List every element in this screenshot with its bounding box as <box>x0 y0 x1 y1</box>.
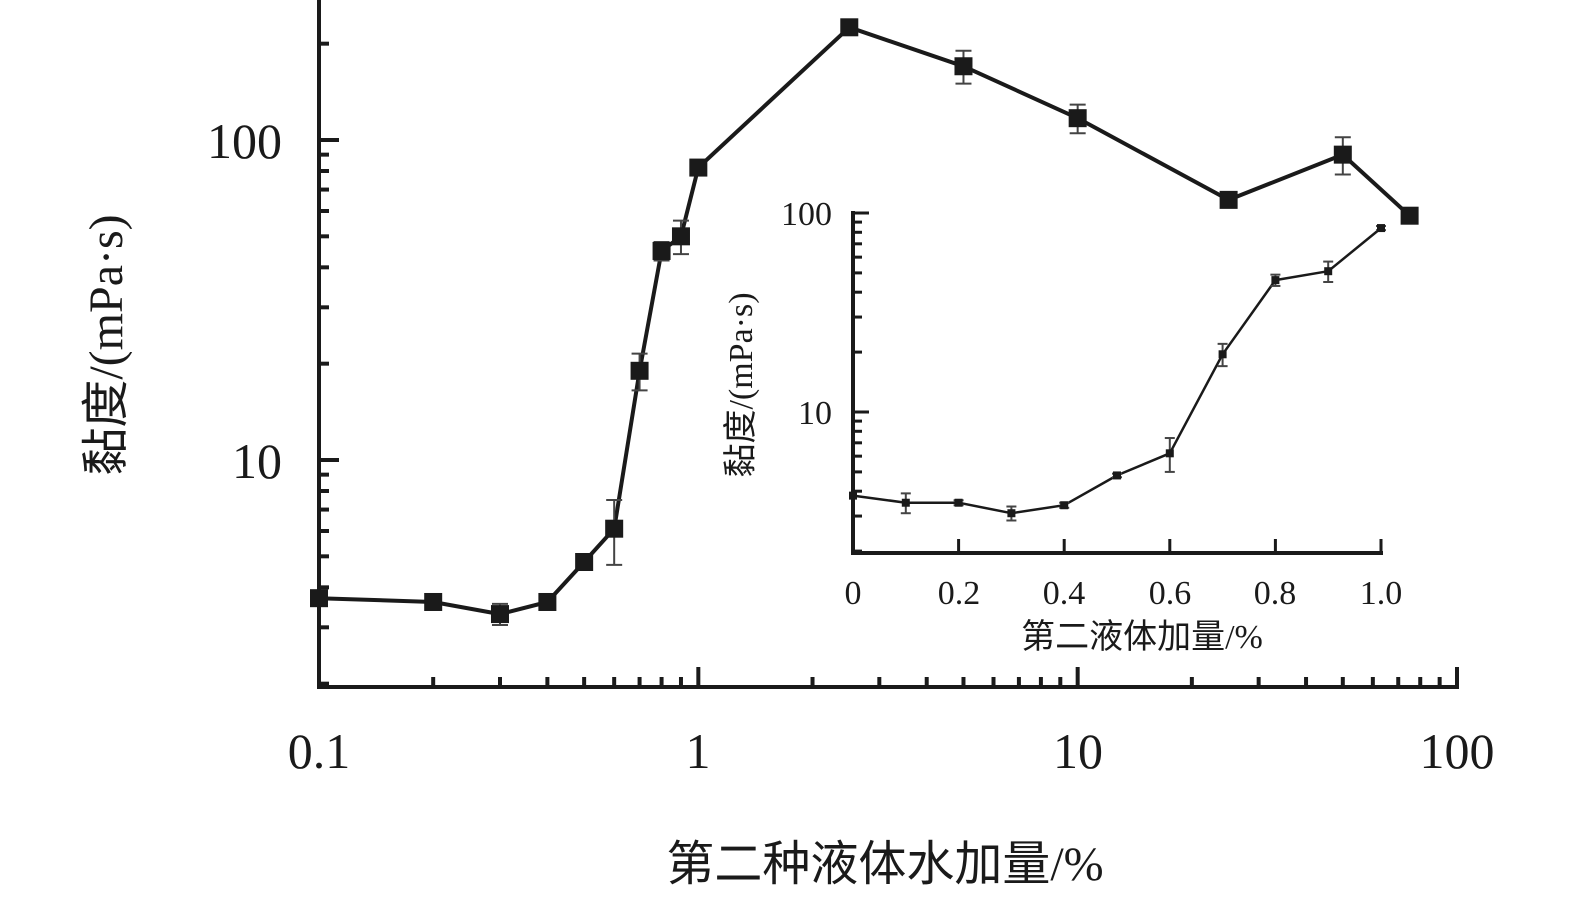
inset-series-line <box>852 227 1382 515</box>
inset-x-tick-label-5: 1.0 <box>1360 575 1403 612</box>
inset-x-axis-title: 第二液体加量/% <box>1021 618 1263 656</box>
inset-x-tick-label-0: 0 <box>845 575 862 612</box>
inset-data-point <box>954 498 963 507</box>
inset-x-tick-label-4: 0.8 <box>1254 575 1297 612</box>
main-x-tick-label-3: 100 <box>1420 723 1495 779</box>
inset-data-point <box>1165 449 1174 458</box>
inset-plot: 0 0.2 0.4 0.6 0.8 1.0 10 100 第二液体加量/% 黏度… <box>722 196 1402 656</box>
main-data-point <box>490 605 509 624</box>
inset-series <box>849 224 1386 522</box>
inset-data-point <box>1377 224 1385 233</box>
main-data-point <box>538 592 557 611</box>
main-data-point <box>954 57 973 76</box>
inset-data-point <box>849 491 857 500</box>
main-series <box>310 18 1419 627</box>
inset-data-point <box>901 498 910 507</box>
inset-y-ticks <box>853 211 869 553</box>
main-series-line <box>318 25 1411 617</box>
main-data-point <box>575 553 594 572</box>
main-data-point <box>1400 206 1419 225</box>
main-y-tick-label-10: 10 <box>232 433 282 489</box>
inset-data-point <box>1218 350 1227 359</box>
main-data-point <box>605 519 624 538</box>
inset-y-tick-label-10: 10 <box>798 395 832 432</box>
main-x-tick-label-1: 1 <box>686 723 711 779</box>
inset-data-point <box>1271 276 1280 285</box>
main-data-point <box>1333 145 1352 164</box>
main-data-point <box>310 589 328 608</box>
inset-x-tick-label-1: 0.2 <box>938 575 981 612</box>
main-x-tick-label-2: 10 <box>1053 723 1103 779</box>
inset-y-tick-label-100: 100 <box>781 196 832 233</box>
inset-x-tick-label-2: 0.4 <box>1043 575 1086 612</box>
inset-data-point <box>1007 509 1016 518</box>
main-x-ticks <box>317 667 1459 687</box>
inset-x-tick-label-3: 0.6 <box>1149 575 1192 612</box>
main-x-axis-title: 第二种液体水加量/% <box>666 838 1103 891</box>
main-data-point <box>840 18 859 37</box>
main-x-tick-label-0: 0.1 <box>288 723 351 779</box>
inset-data-point <box>1324 267 1333 276</box>
inset-x-ticks <box>851 539 1383 553</box>
inset-data-point <box>1113 471 1121 480</box>
main-y-ticks <box>319 41 339 686</box>
main-data-point <box>1068 109 1087 128</box>
main-data-point <box>1219 190 1238 209</box>
main-y-axis-title: 黏度/(mPa·s) <box>80 214 133 475</box>
main-data-point <box>671 227 690 246</box>
main-data-point <box>630 361 649 380</box>
inset-y-axis-title: 黏度/(mPa·s) <box>722 292 760 477</box>
main-data-point <box>652 241 671 260</box>
main-y-tick-label-100: 100 <box>207 113 282 169</box>
main-data-point <box>689 158 708 177</box>
inset-data-point <box>1060 501 1069 510</box>
main-data-point <box>424 592 443 611</box>
main-plot: 0.1 1 10 100 10 100 第二种液体水加量/% 黏度/(mPa·s… <box>80 0 1495 891</box>
